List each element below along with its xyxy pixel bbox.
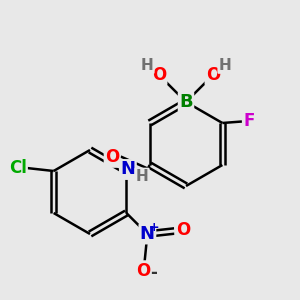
Text: O: O xyxy=(136,262,150,280)
Text: F: F xyxy=(244,112,255,130)
Text: B: B xyxy=(179,93,193,111)
Text: -: - xyxy=(150,264,157,282)
Text: H: H xyxy=(219,58,231,73)
Text: Cl: Cl xyxy=(9,159,27,177)
Text: O: O xyxy=(206,66,220,84)
Text: H: H xyxy=(141,58,153,73)
Text: N: N xyxy=(140,225,155,243)
Text: O: O xyxy=(152,66,166,84)
Text: O: O xyxy=(105,148,119,166)
Text: H: H xyxy=(136,169,148,184)
Text: O: O xyxy=(176,221,190,239)
Text: +: + xyxy=(149,221,159,234)
Text: N: N xyxy=(120,160,135,178)
